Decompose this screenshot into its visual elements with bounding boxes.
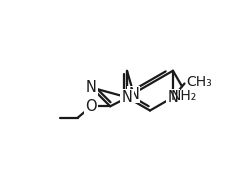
Text: O: O <box>85 99 97 114</box>
Text: N: N <box>86 80 97 95</box>
Text: N: N <box>129 87 139 102</box>
Text: NH₂: NH₂ <box>170 89 197 103</box>
Text: CH₃: CH₃ <box>187 75 212 89</box>
Text: N: N <box>121 90 132 105</box>
Text: N: N <box>167 90 178 105</box>
